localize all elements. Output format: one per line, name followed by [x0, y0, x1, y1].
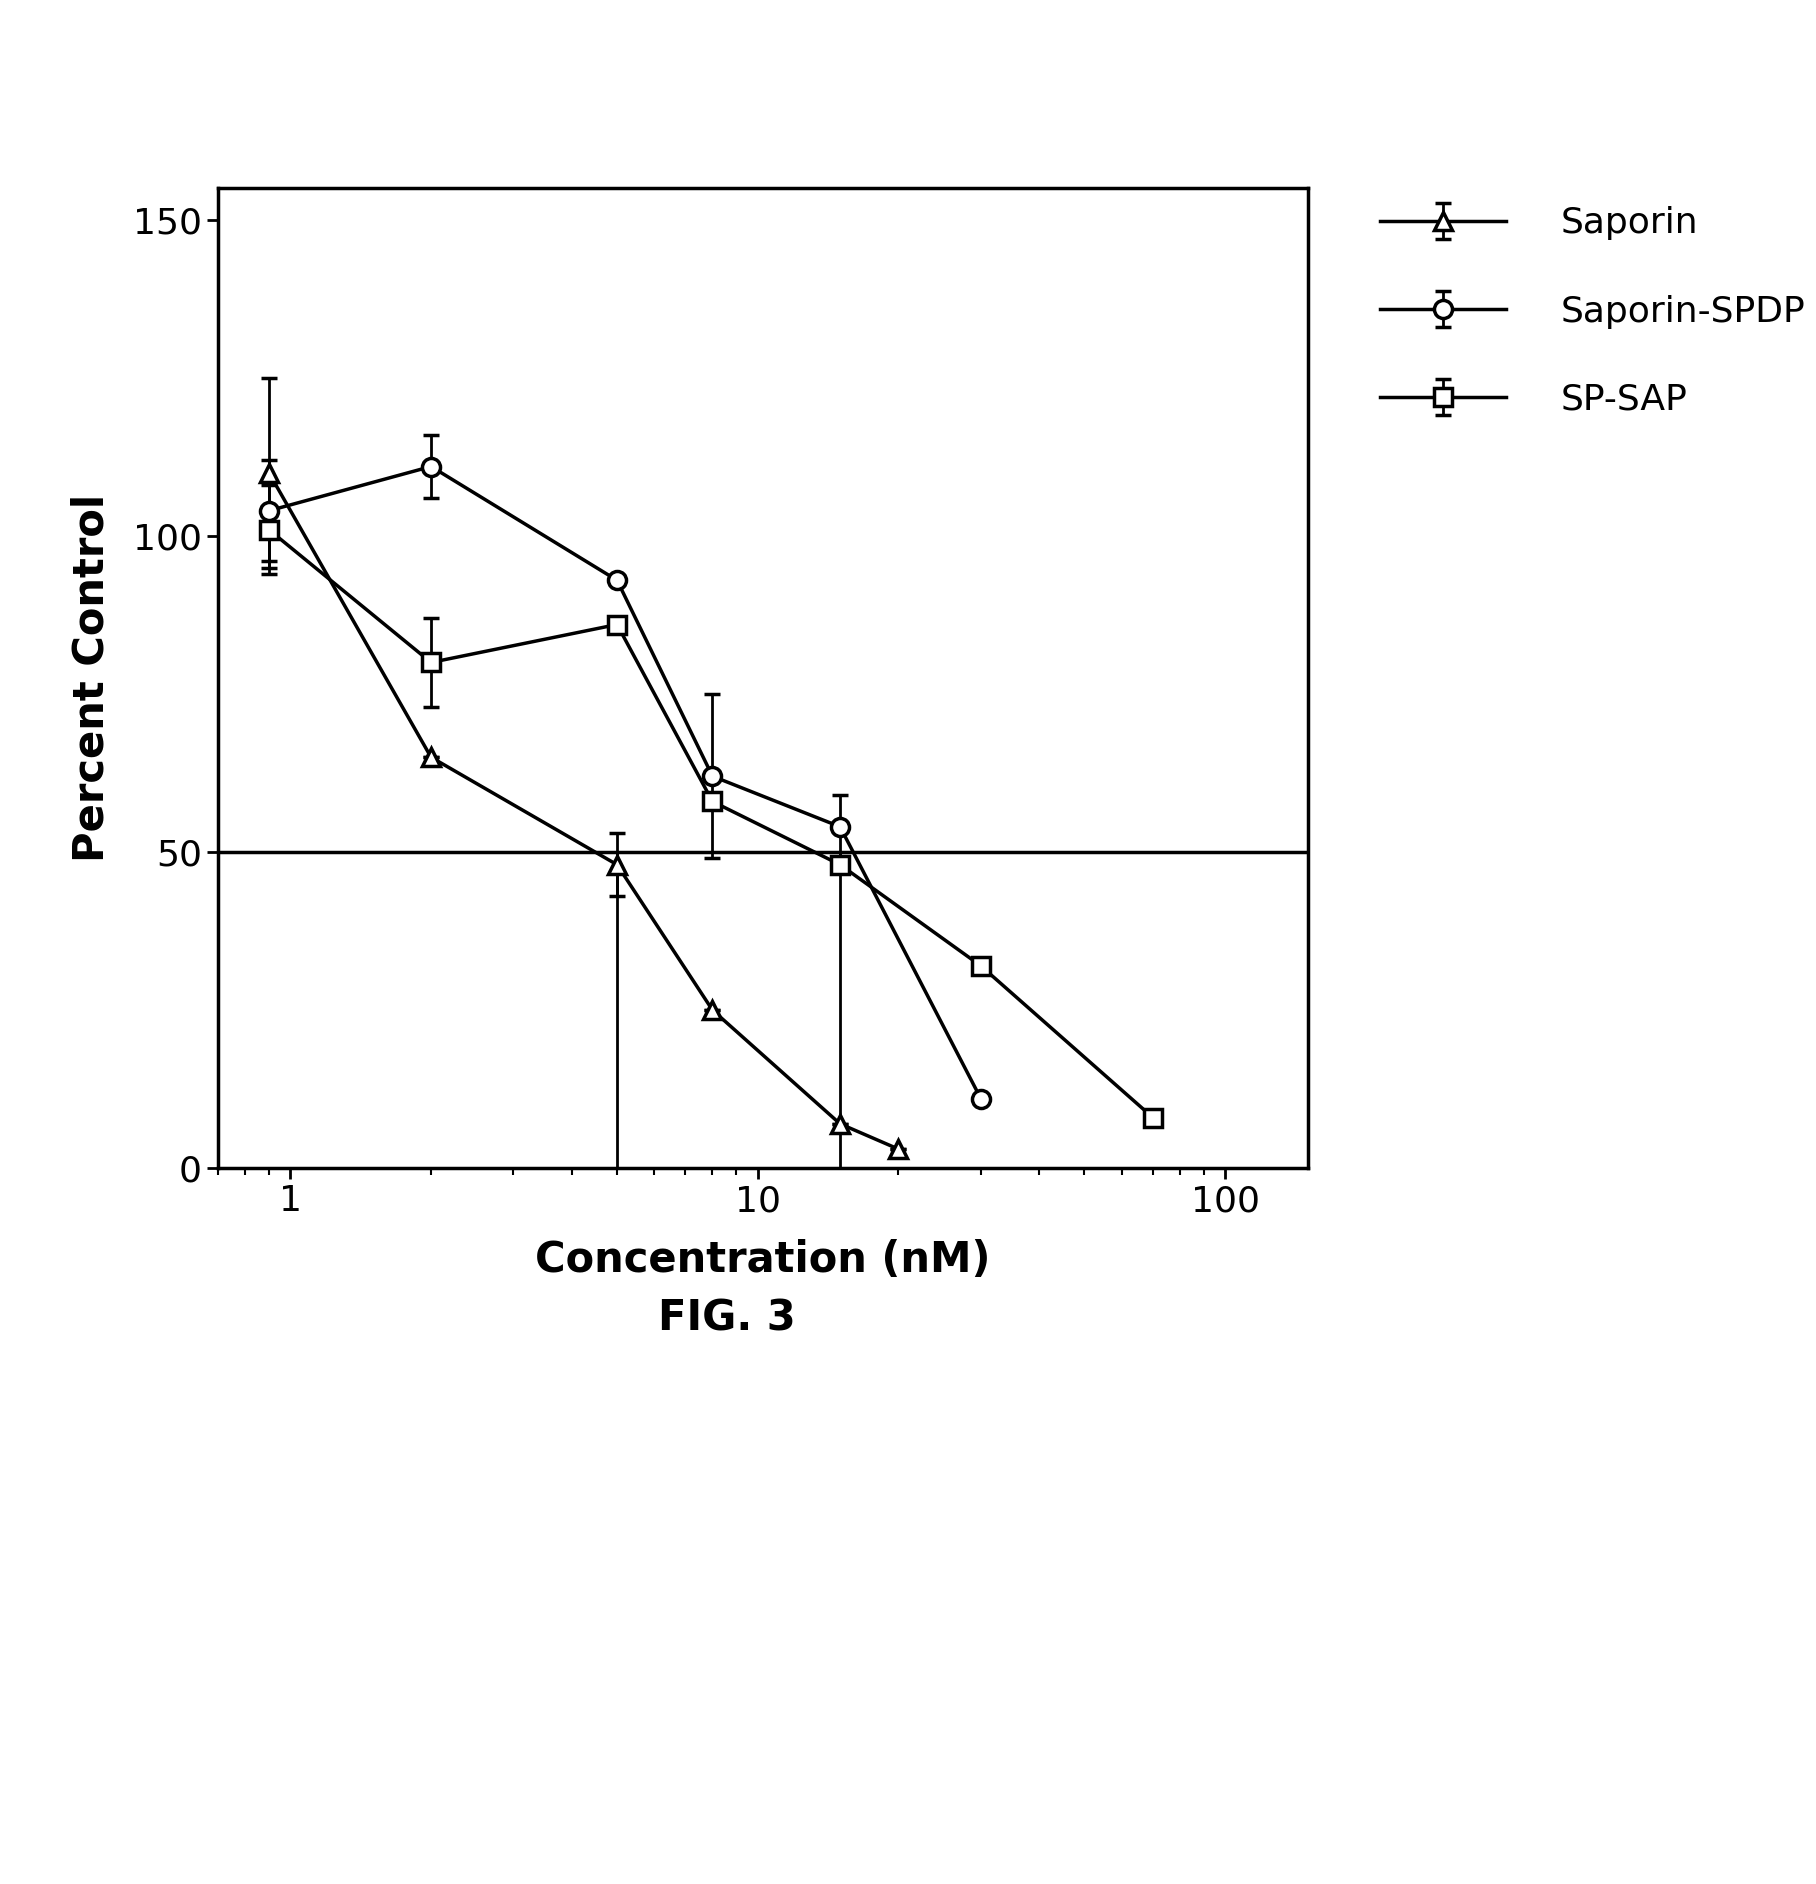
Text: FIG. 3: FIG. 3 [657, 1298, 795, 1340]
X-axis label: Concentration (nM): Concentration (nM) [536, 1240, 990, 1281]
Legend: Saporin, Saporin-SPDP, SP-SAP: Saporin, Saporin-SPDP, SP-SAP [1380, 207, 1805, 416]
Y-axis label: Percent Control: Percent Control [71, 494, 113, 863]
